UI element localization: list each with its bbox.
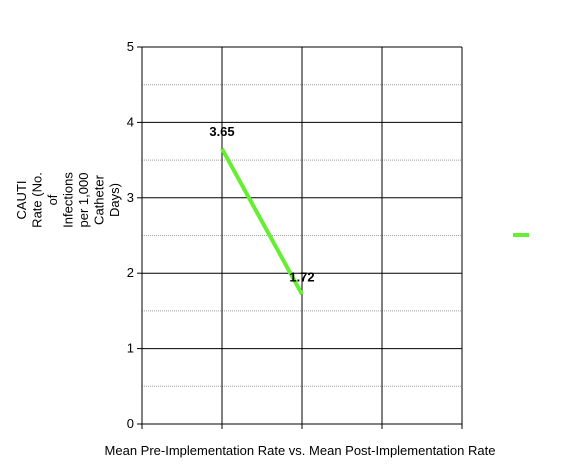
series-layer bbox=[220, 147, 304, 296]
data-labels: 3.65 1.72 bbox=[209, 124, 314, 285]
y-axis-title-text: CAUTI Rate (No. of Infections per 1,000 Cathe… bbox=[14, 172, 122, 228]
y-tick-label: 5 bbox=[127, 39, 134, 54]
axes bbox=[137, 46, 463, 429]
y-tick-label: 4 bbox=[127, 114, 134, 129]
y-axis-title-line: Days) bbox=[107, 183, 122, 217]
major-gridlines bbox=[142, 46, 463, 424]
y-tick-label: 1 bbox=[127, 341, 134, 356]
y-axis-title-line: of bbox=[45, 194, 60, 205]
y-axis-title-line: Catheter bbox=[92, 174, 107, 225]
data-label: 1.72 bbox=[289, 269, 314, 284]
y-tick-label: 0 bbox=[127, 416, 134, 431]
y-axis-title-line: Infections bbox=[61, 172, 76, 228]
y-axis-title-line: CAUTI bbox=[14, 181, 29, 220]
y-tick-label: 3 bbox=[127, 190, 134, 205]
y-axis-title-line: per 1,000 bbox=[76, 173, 91, 228]
y-axis-title-line: Rate (No. bbox=[30, 172, 45, 228]
y-axis-tick-labels: 0 1 2 3 4 5 bbox=[127, 39, 134, 431]
x-axis-title: Mean Pre-Implementation Rate vs. Mean Po… bbox=[105, 443, 496, 458]
y-tick-label: 2 bbox=[127, 265, 134, 280]
series-line bbox=[220, 147, 304, 296]
data-label: 3.65 bbox=[209, 124, 234, 139]
y-axis-title: CAUTI Rate (No. of Infections per 1,000 Cathe… bbox=[14, 172, 122, 228]
